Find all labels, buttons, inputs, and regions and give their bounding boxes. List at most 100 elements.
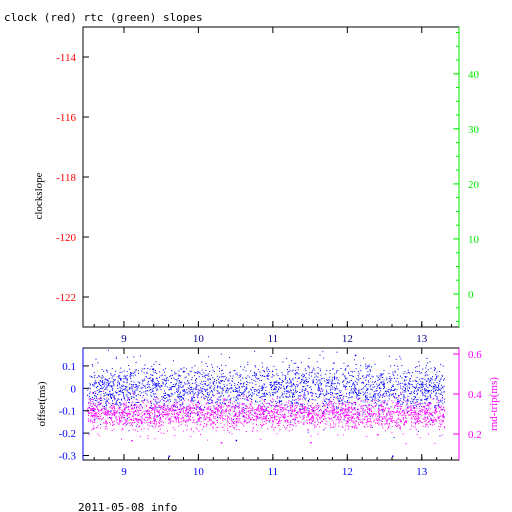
- rnd-trip-point: [371, 425, 373, 427]
- offset-point: [170, 375, 172, 376]
- rnd-trip-point: [164, 414, 166, 416]
- offset-point: [439, 380, 441, 382]
- rnd-trip-point: [151, 421, 153, 423]
- offset-point: [313, 409, 315, 411]
- offset-point: [180, 383, 182, 385]
- offset-point: [217, 405, 219, 407]
- offset-point: [167, 379, 169, 381]
- rnd-trip-point: [163, 404, 165, 406]
- rnd-trip-point: [109, 411, 110, 413]
- rnd-trip-point: [408, 406, 410, 408]
- rnd-trip-point: [87, 418, 89, 420]
- offset-point: [242, 369, 244, 371]
- offset-point: [264, 392, 265, 394]
- rnd-trip-point: [410, 410, 412, 412]
- offset-point: [409, 378, 411, 380]
- offset-point: [292, 378, 294, 380]
- offset-point: [180, 375, 182, 377]
- offset-point: [333, 387, 335, 389]
- offset-point: [433, 382, 435, 384]
- rnd-trip-point: [165, 409, 167, 411]
- rnd-trip-point: [358, 413, 360, 415]
- offset-point: [163, 400, 165, 402]
- offset-point: [193, 397, 195, 399]
- offset-point: [166, 386, 168, 388]
- offset-point: [215, 401, 217, 403]
- rnd-trip-point: [236, 419, 238, 421]
- rnd-trip-point: [277, 411, 279, 413]
- offset-point: [129, 376, 131, 378]
- offset-point: [162, 378, 164, 380]
- offset-point: [261, 380, 263, 381]
- offset-point: [320, 370, 321, 372]
- offset-point: [436, 371, 438, 373]
- rnd-trip-point: [434, 413, 436, 415]
- offset-point: [378, 391, 380, 393]
- rnd-trip-point: [230, 425, 232, 427]
- offset-point: [282, 380, 284, 382]
- rnd-trip-point: [366, 419, 368, 421]
- rnd-trip-point: [227, 416, 229, 418]
- offset-point: [301, 375, 303, 377]
- rnd-trip-point: [118, 415, 120, 417]
- rnd-trip-point: [192, 412, 194, 414]
- offset-point: [424, 399, 426, 400]
- offset-point: [227, 387, 228, 389]
- offset-point: [296, 366, 298, 368]
- rnd-trip-point: [436, 411, 438, 413]
- rnd-trip-point: [247, 406, 249, 408]
- offset-point: [416, 381, 418, 382]
- offset-point: [330, 401, 332, 402]
- rnd-trip-point: [228, 404, 230, 406]
- rnd-trip-point: [101, 405, 103, 407]
- offset-point: [106, 386, 108, 388]
- offset-point: [343, 384, 345, 386]
- rnd-trip-point: [308, 418, 310, 420]
- offset-point: [111, 402, 113, 404]
- offset-point: [374, 393, 376, 395]
- rnd-trip-point: [134, 411, 136, 413]
- offset-scatter-group: [87, 349, 446, 457]
- offset-point: [255, 400, 257, 402]
- offset-point: [96, 377, 98, 378]
- rnd-trip-point: [325, 398, 327, 400]
- offset-point: [178, 370, 180, 372]
- offset-point: [180, 368, 182, 370]
- rnd-trip-point: [375, 400, 377, 401]
- rnd-trip-point: [432, 421, 434, 423]
- offset-point: [247, 364, 249, 366]
- offset-point: [210, 398, 212, 400]
- rnd-trip-point: [400, 419, 401, 421]
- offset-point: [310, 391, 312, 393]
- offset-point: [133, 394, 135, 396]
- rnd-trip-point: [92, 415, 93, 417]
- rnd-trip-point: [341, 425, 343, 427]
- offset-point: [186, 405, 188, 407]
- offset-point: [147, 387, 149, 389]
- rnd-trip-point: [198, 402, 200, 404]
- offset-point: [131, 404, 133, 406]
- offset-point: [285, 382, 287, 384]
- rnd-trip-point: [241, 403, 243, 405]
- rnd-trip-point: [219, 416, 221, 418]
- rnd-trip-point: [290, 424, 292, 425]
- offset-point: [236, 390, 238, 391]
- rnd-trip-point: [337, 406, 339, 408]
- offset-point: [424, 391, 426, 393]
- offset-point: [114, 399, 116, 401]
- rnd-trip-point: [322, 411, 324, 413]
- offset-point: [171, 370, 173, 372]
- offset-point: [307, 409, 309, 411]
- offset-point: [337, 393, 339, 394]
- rnd-trip-point: [305, 407, 307, 409]
- offset-point: [376, 403, 378, 405]
- offset-point: [421, 378, 423, 380]
- offset-point: [146, 371, 148, 373]
- rnd-trip-point: [367, 425, 369, 427]
- offset-point: [333, 362, 335, 364]
- rnd-trip-point: [352, 413, 354, 415]
- rnd-trip-point: [266, 415, 267, 417]
- rnd-trip-point: [381, 405, 383, 407]
- rnd-trip-point: [413, 412, 415, 414]
- offset-point: [264, 394, 266, 396]
